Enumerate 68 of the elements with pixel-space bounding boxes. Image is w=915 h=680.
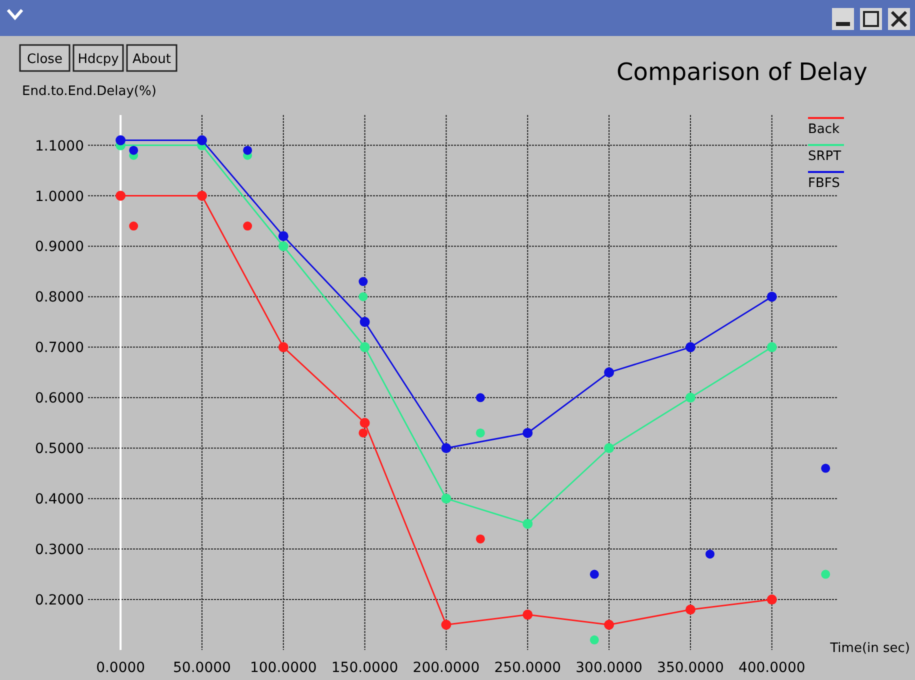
point (278, 241, 288, 252)
y-tick-label: 0.9000 (35, 239, 84, 256)
point (522, 518, 533, 529)
point (590, 570, 599, 579)
point (358, 292, 368, 302)
point (441, 443, 452, 454)
y-tick-label: 1.1000 (35, 138, 84, 154)
point (821, 464, 830, 473)
x-tick-label: 50.0000 (173, 660, 231, 676)
point (685, 392, 696, 403)
x-tick-label: 100.0000 (250, 660, 317, 676)
x-tick-label: 0.0000 (96, 660, 146, 676)
point (590, 635, 599, 644)
point (129, 146, 138, 155)
point (705, 550, 714, 559)
legend-label: SRPT (808, 149, 842, 164)
point (358, 428, 368, 438)
legend-label: FBFS (808, 176, 840, 191)
point (604, 620, 614, 630)
legend-label: Back (808, 122, 840, 137)
point (360, 316, 370, 327)
y-tick-label: 0.4000 (35, 492, 84, 508)
y-axis-title: End.to.End.Delay(%) (22, 84, 156, 99)
x-tick-label: 250.0000 (494, 660, 562, 676)
point (476, 393, 485, 402)
point (522, 610, 533, 620)
point (360, 418, 370, 428)
point (196, 135, 207, 146)
text: Hdcpy (78, 52, 120, 67)
x-tick-label: 350.0000 (657, 660, 724, 676)
point (766, 292, 777, 302)
y-tick-label: 0.5000 (35, 441, 84, 458)
point (685, 604, 696, 615)
y-tick-label: 0.6000 (35, 390, 84, 407)
x-tick-label: 150.0000 (331, 660, 398, 676)
point (604, 367, 614, 378)
y-tick-label: 0.7000 (35, 340, 84, 356)
text: Close (27, 52, 62, 67)
point (358, 277, 368, 286)
point (196, 190, 207, 201)
point (476, 428, 485, 438)
y-tick-label: 1.0000 (35, 188, 84, 205)
point (766, 594, 777, 605)
chart-title: Comparison of Delay (616, 58, 868, 86)
x-tick-label: 400.0000 (738, 660, 806, 676)
point (821, 570, 830, 579)
text: About (132, 52, 171, 67)
point (441, 494, 452, 504)
x-tick-label: 200.0000 (412, 660, 480, 676)
point (278, 342, 288, 352)
y-tick-label: 0.8000 (35, 290, 84, 306)
point (766, 342, 777, 352)
x-tick-label: 300.0000 (576, 660, 642, 676)
point (685, 342, 696, 352)
y-tick-label: 0.3000 (35, 542, 84, 558)
point (476, 534, 485, 544)
x-axis-title: Time(in sec) (829, 641, 910, 656)
y-tick-label: 0.2000 (35, 592, 84, 609)
point (116, 190, 126, 201)
point (278, 231, 288, 242)
point (360, 342, 370, 352)
point (129, 222, 138, 231)
point (243, 222, 252, 231)
point (522, 428, 533, 438)
point (604, 443, 614, 454)
point (116, 135, 126, 146)
point (441, 620, 452, 630)
point (243, 146, 252, 155)
